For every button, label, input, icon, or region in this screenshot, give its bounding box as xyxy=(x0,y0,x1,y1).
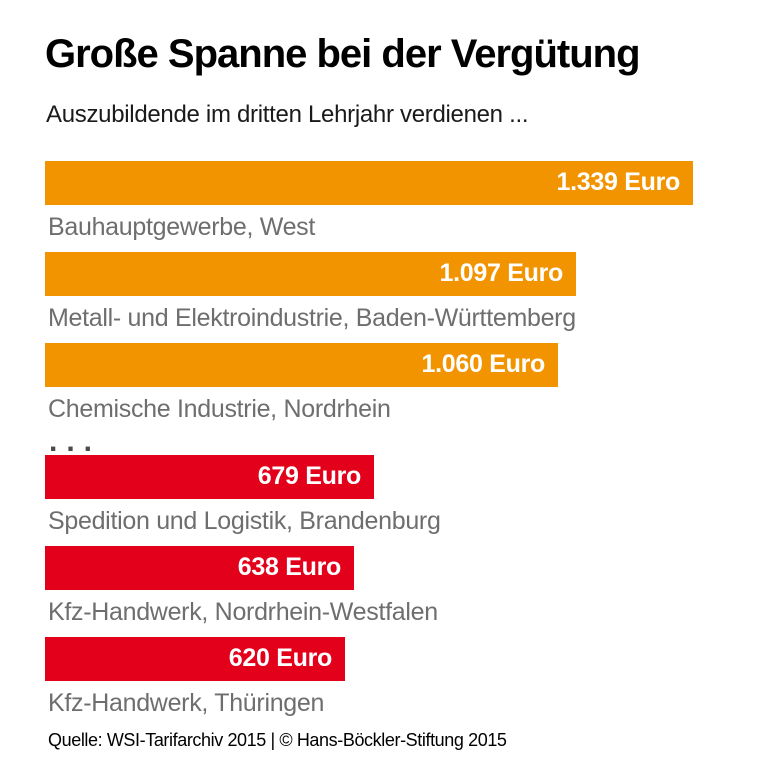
bar-kfz-nrw: 638 Euro xyxy=(45,545,354,590)
bar-bauhauptgewerbe: 1.339 Euro xyxy=(45,160,693,205)
bar-row: 679 Euro Spedition und Logistik, Branden… xyxy=(45,454,738,536)
chart-title: Große Spanne bei der Vergütung xyxy=(45,32,641,76)
bar-chart: 1.339 Euro Bauhauptgewerbe, West 1.097 E… xyxy=(45,160,738,718)
bar-value-label: 1.339 Euro xyxy=(556,168,681,197)
bar-value-label: 1.097 Euro xyxy=(439,259,564,288)
bar-metall-elektro: 1.097 Euro xyxy=(45,251,576,296)
bar-row: 638 Euro Kfz-Handwerk, Nordrhein-Westfal… xyxy=(45,545,738,627)
bar-value-label: 638 Euro xyxy=(237,553,342,582)
bar-category-label: Bauhauptgewerbe, West xyxy=(48,212,316,241)
bar-category-label: Kfz-Handwerk, Nordrhein-Westfalen xyxy=(48,597,438,626)
bar-row: 1.339 Euro Bauhauptgewerbe, West xyxy=(45,160,738,242)
bar-category-label: Metall- und Elektroindustrie, Baden-Würt… xyxy=(48,303,576,332)
chart-subtitle: Auszubildende im dritten Lehrjahr verdie… xyxy=(46,101,529,128)
bar-value-label: 679 Euro xyxy=(257,462,362,491)
bar-kfz-thueringen: 620 Euro xyxy=(45,636,345,681)
bar-row: 620 Euro Kfz-Handwerk, Thüringen xyxy=(45,636,738,718)
source-line: Quelle: WSI-Tarifarchiv 2015 | © Hans-Bö… xyxy=(48,729,507,750)
bar-category-label: Spedition und Logistik, Brandenburg xyxy=(48,506,441,535)
bar-spedition-logistik: 679 Euro xyxy=(45,454,374,499)
ellipsis-separator: ... xyxy=(49,424,102,458)
bar-row: 1.060 Euro Chemische Industrie, Nordrhei… xyxy=(45,342,738,424)
bar-row: 1.097 Euro Metall- und Elektroindustrie,… xyxy=(45,251,738,333)
bar-category-label: Chemische Industrie, Nordrhein xyxy=(48,394,391,423)
bar-value-label: 620 Euro xyxy=(228,644,333,673)
bar-value-label: 1.060 Euro xyxy=(421,350,546,379)
bar-category-label: Kfz-Handwerk, Thüringen xyxy=(48,688,325,717)
bar-chemische-industrie: 1.060 Euro xyxy=(45,342,558,387)
